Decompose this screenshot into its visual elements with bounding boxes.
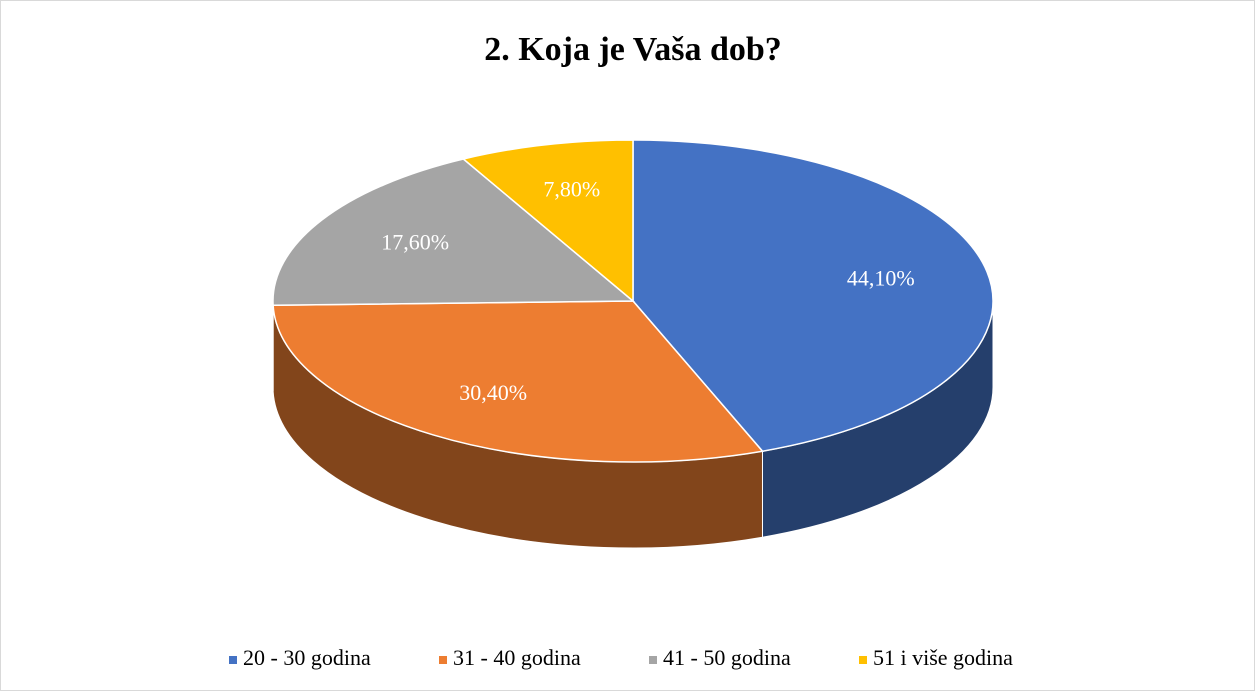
slice <box>632 139 994 453</box>
legend-swatch <box>229 656 237 664</box>
slice <box>272 158 636 307</box>
legend-swatch <box>649 656 657 664</box>
legend-label: 20 - 30 godina <box>243 645 371 670</box>
data-label: 44,10% <box>847 265 915 290</box>
data-label: 17,60% <box>381 229 449 254</box>
slice <box>461 139 634 303</box>
legend-swatch <box>439 656 447 664</box>
legend-label: 31 - 40 godina <box>453 645 581 670</box>
data-label: 7,80% <box>543 177 600 202</box>
legend-swatch <box>859 656 867 664</box>
slice <box>272 300 764 463</box>
chart-title: 2. Koja je Vaša dob? <box>484 31 782 68</box>
data-label: 30,40% <box>459 380 527 405</box>
legend-label: 51 i više godina <box>873 645 1013 670</box>
legend-label: 41 - 50 godina <box>663 645 791 670</box>
